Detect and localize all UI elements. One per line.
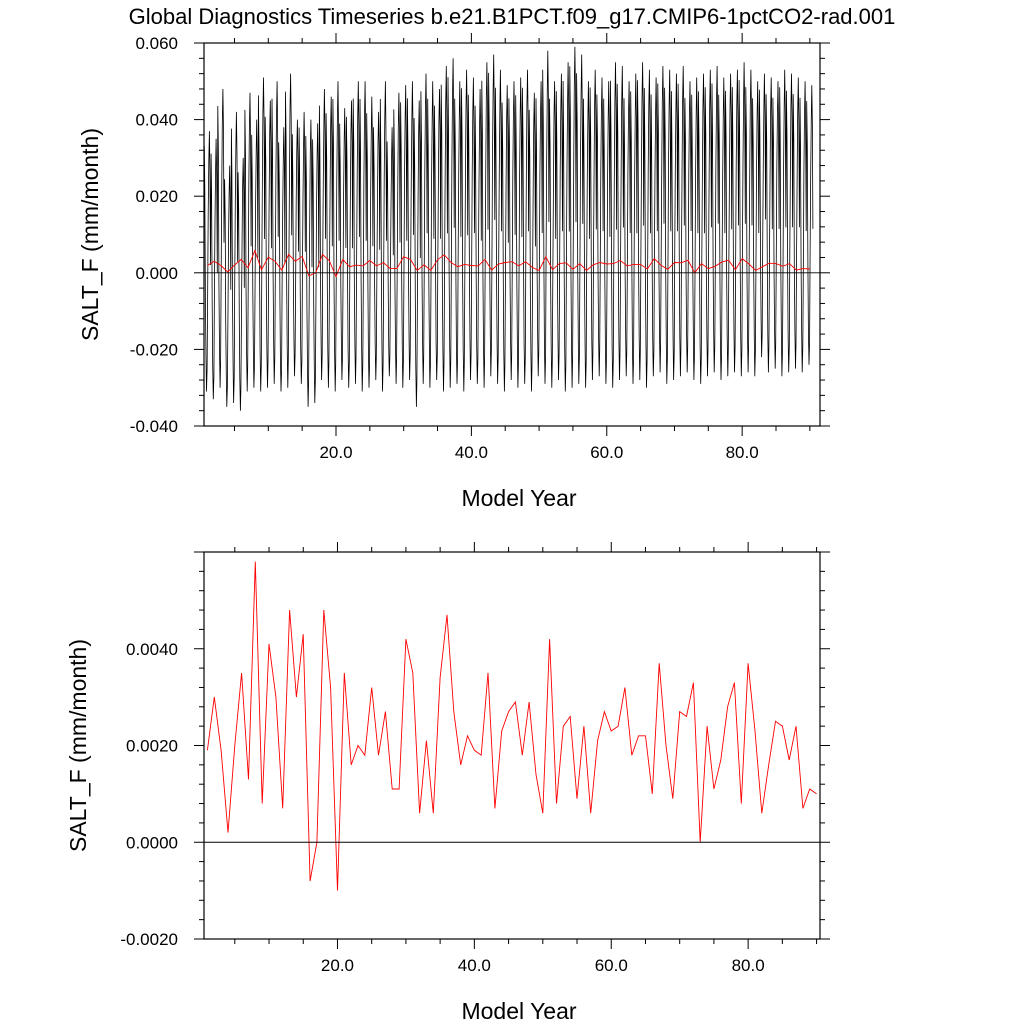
top-y-tick-label: 0.020 <box>135 187 178 206</box>
bottom-x-tick-label: 40.0 <box>458 956 491 975</box>
top-plot-series <box>203 46 814 411</box>
top-x-axis-label: Model Year <box>461 485 576 511</box>
bottom-y-axis-label: SALT_F (mm/month) <box>65 639 91 852</box>
bottom-plot-axes: 20.0 40.0 60.0 80.0 -0.0020 0.0000 0.0020 0.004… <box>120 542 830 975</box>
top-panel: 20.0 40.0 60.0 80.0 -0.040 -0.020 0.000 0.020 0.… <box>77 33 830 511</box>
top-x-tick-label: 80.0 <box>726 443 759 462</box>
bottom-plot-series <box>206 561 817 891</box>
bottom-x-axis-label: Model Year <box>461 998 576 1024</box>
bottom-y-tick-label: 0.0000 <box>126 833 178 852</box>
bottom-x-tick-label: 20.0 <box>321 956 354 975</box>
top-x-tick-label: 20.0 <box>319 443 352 462</box>
bottom-y-tick-label: 0.0020 <box>126 737 178 756</box>
top-y-tick-label: -0.040 <box>130 417 178 436</box>
top-plot-frame <box>203 42 821 427</box>
bottom-x-tick-label: 80.0 <box>732 956 765 975</box>
bottom-series-annual-mean-line <box>206 561 817 891</box>
top-x-tick-label: 60.0 <box>590 443 623 462</box>
top-x-tick-label: 40.0 <box>455 443 488 462</box>
bottom-y-tick-label: 0.0040 <box>126 640 178 659</box>
top-y-tick-label: 0.060 <box>135 34 178 53</box>
top-y-tick-label: 0.040 <box>135 111 178 130</box>
top-y-tick-label: -0.020 <box>130 340 178 359</box>
bottom-x-tick-label: 60.0 <box>595 956 628 975</box>
top-y-tick-label: 0.000 <box>135 264 178 283</box>
bottom-panel: 20.0 40.0 60.0 80.0 -0.0020 0.0000 0.0020 0.004… <box>65 542 830 1024</box>
figure-title: Global Diagnostics Timeseries b.e21.B1PC… <box>129 4 896 29</box>
bottom-plot-frame <box>203 551 821 940</box>
top-series-monthly-line <box>203 46 814 411</box>
top-y-axis-label: SALT_F (mm/month) <box>77 128 103 341</box>
bottom-y-tick-label: -0.0020 <box>120 930 178 949</box>
top-plot-axes: 20.0 40.0 60.0 80.0 -0.040 -0.020 0.000 0.020 0.… <box>130 33 830 462</box>
